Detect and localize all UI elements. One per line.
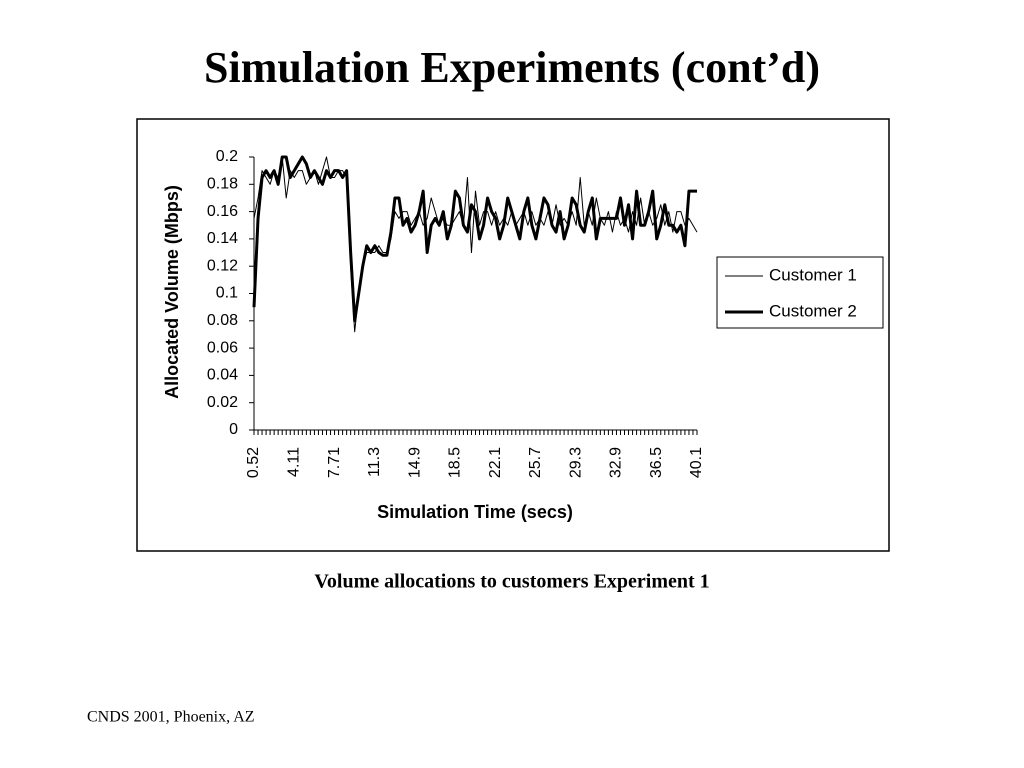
y-axis-title: Allocated Volume (Mbps) [162,185,182,399]
x-axis-title: Simulation Time (secs) [377,502,573,522]
x-tick-label: 11.3 [366,447,383,477]
y-tick-label: 0.02 [207,394,238,411]
x-tick-label: 25.7 [527,447,544,478]
y-tick-label: 0.16 [207,203,238,220]
x-tick-label: 18.5 [447,447,464,478]
x-tick-label: 14.9 [406,447,423,478]
slide-title: Simulation Experiments (cont’d) [204,43,820,92]
x-tick-label: 4.11 [285,447,302,477]
x-tick-label: 22.1 [487,447,504,478]
legend-label: Customer 2 [769,301,857,320]
y-tick-label: 0.14 [207,230,238,247]
y-tick-label: 0.06 [207,339,238,356]
y-tick-label: 0.1 [216,285,238,302]
x-tick-label: 0.52 [245,447,262,478]
series-line [252,155,697,323]
x-tick-label: 32.9 [608,447,625,478]
y-tick-label: 0.08 [207,312,238,329]
legend-label: Customer 1 [769,265,857,284]
footer: CNDS 2001, Phoenix, AZ [87,709,255,726]
caption: Volume allocations to customers Experime… [314,571,709,593]
x-tick-label: 7.71 [326,447,343,478]
chart-frame [136,118,890,552]
legend-box [716,256,884,329]
x-tick-label: 29.3 [567,447,584,478]
y-tick-label: 0.04 [207,367,238,384]
y-tick-label: 0.18 [207,176,238,193]
x-tick-label: 40.1 [688,447,705,478]
y-tick-label: 0.2 [216,148,238,165]
x-tick-label: 36.5 [648,447,665,478]
y-tick-label: 0.12 [207,257,238,274]
y-tick-label: 0 [229,421,238,438]
